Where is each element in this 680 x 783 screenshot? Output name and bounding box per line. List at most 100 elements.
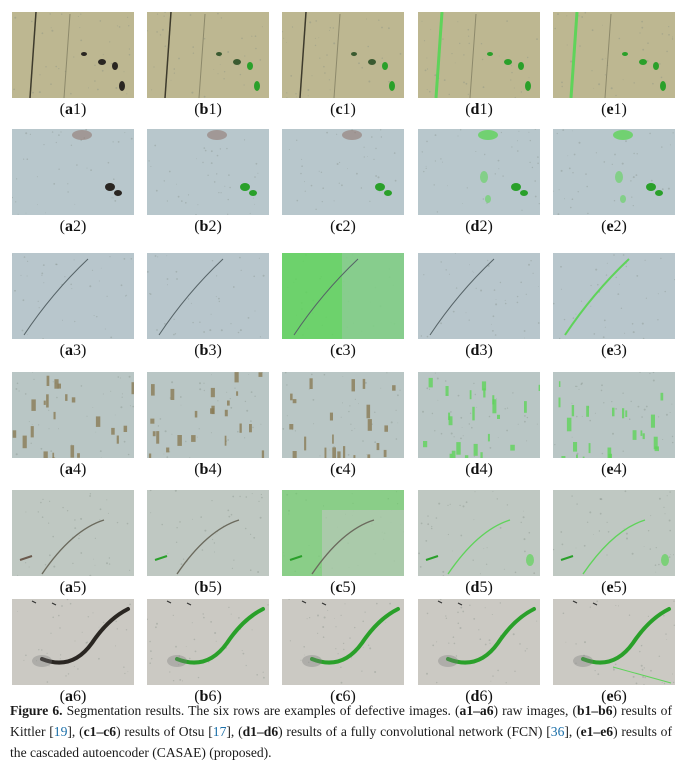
panel-label-number: 6 (342, 688, 351, 705)
panel-label-number: 4 (613, 461, 622, 478)
image-background (553, 253, 675, 339)
citation-link[interactable]: 17 (212, 724, 227, 739)
figure-panel: (b5) (147, 490, 269, 597)
panel-label-number: 4 (73, 461, 81, 478)
image-background (12, 372, 134, 458)
panel-label-letter: a (65, 579, 73, 596)
panel-image (553, 12, 675, 98)
panel-label-number: 6 (479, 688, 488, 705)
panel-image (553, 253, 675, 339)
panel-label-letter: a (65, 218, 73, 235)
panel-image (282, 599, 404, 685)
panel-label-number: 2 (613, 218, 622, 235)
figure-panel: (a4) (12, 372, 134, 479)
figure-panel: (a2) (12, 129, 134, 236)
figure-panel: (b4) (147, 372, 269, 479)
panel-label-number: 2 (342, 218, 351, 235)
panel-image (282, 12, 404, 98)
panel-image (553, 129, 675, 215)
panel-image (147, 129, 269, 215)
figure-panel: (d6) (418, 599, 540, 706)
panel-label-letter: a (65, 688, 73, 705)
panel-label: (e6) (601, 688, 627, 705)
panel-image (418, 129, 540, 215)
panel-label-letter: c (335, 688, 343, 705)
panel-label: (b1) (194, 101, 222, 118)
panel-label-number: 5 (208, 579, 217, 596)
image-background (12, 490, 134, 576)
panel-label-number: 6 (208, 688, 217, 705)
panel-label-number: 1 (73, 101, 81, 118)
panel-label: (a1) (59, 101, 87, 118)
image-background (12, 599, 134, 685)
panel-image (553, 372, 675, 458)
caption-range: e1–e6 (580, 724, 614, 739)
panel-label: (a4) (59, 461, 87, 478)
panel-label: (e4) (601, 461, 627, 478)
image-background (553, 129, 675, 215)
panel-label-number: 4 (208, 461, 217, 478)
panel-label-number: 1 (342, 101, 351, 118)
figure-panel: (b1) (147, 12, 269, 119)
caption-text: ) results of Kittler [ (10, 703, 673, 739)
panel-label: (e3) (601, 342, 627, 359)
panel-label: (b4) (194, 461, 222, 478)
figure-panel: (d5) (418, 490, 540, 597)
panel-image (12, 372, 134, 458)
panel-label-letter: b (199, 461, 209, 478)
panel-label-number: 2 (73, 218, 81, 235)
caption-range: a1–a6 (459, 703, 494, 718)
panel-image (418, 12, 540, 98)
panel-label-number: 1 (613, 101, 622, 118)
caption-range: c1–c6 (83, 724, 117, 739)
panel-image (12, 129, 134, 215)
caption-text: Segmentation results. The six rows are e… (62, 703, 460, 718)
panel-label-number: 1 (479, 101, 488, 118)
image-background (147, 253, 269, 339)
panel-image (12, 490, 134, 576)
caption-text: ], ( (226, 724, 243, 739)
citation-link[interactable]: 36 (550, 724, 565, 739)
image-background (418, 372, 540, 458)
panel-image (553, 490, 675, 576)
panel-label: (c3) (330, 342, 356, 359)
panel-label-letter: c (335, 218, 343, 235)
panel-label: (d4) (465, 461, 493, 478)
panel-label-number: 5 (613, 579, 622, 596)
panel-label-letter: b (199, 579, 209, 596)
panel-image (418, 372, 540, 458)
figure-panel: (b6) (147, 599, 269, 706)
panel-label: (a3) (59, 342, 87, 359)
panel-image (418, 599, 540, 685)
image-background (282, 372, 404, 458)
image-background (553, 490, 675, 576)
panel-label-letter: c (335, 101, 343, 118)
panel-label-number: 2 (479, 218, 488, 235)
panel-label: (c5) (330, 579, 356, 596)
panel-label-letter: d (470, 218, 480, 235)
image-background (12, 129, 134, 215)
panel-label-letter: d (470, 101, 480, 118)
caption-range: d1–d6 (242, 724, 279, 739)
panel-image (147, 490, 269, 576)
panel-image (12, 12, 134, 98)
panel-image (282, 372, 404, 458)
panel-label: (d3) (465, 342, 493, 359)
panel-label: (a6) (59, 688, 87, 705)
figure-caption: Figure 6. Segmentation results. The six … (10, 700, 672, 763)
panel-label-letter: b (199, 218, 209, 235)
panel-label: (a5) (59, 579, 87, 596)
caption-text: ], ( (67, 724, 84, 739)
panel-image (147, 372, 269, 458)
panel-label-number: 6 (73, 688, 81, 705)
panel-label: (b5) (194, 579, 222, 596)
figure-panel: (d2) (418, 129, 540, 236)
figure-panel: (a6) (12, 599, 134, 706)
figure-panel: (d1) (418, 12, 540, 119)
panel-label: (d1) (465, 101, 493, 118)
image-background (147, 599, 269, 685)
citation-link[interactable]: 19 (53, 724, 68, 739)
panel-label-letter: d (470, 579, 480, 596)
figure-panel: (e5) (553, 490, 675, 597)
figure-panel: (a5) (12, 490, 134, 597)
